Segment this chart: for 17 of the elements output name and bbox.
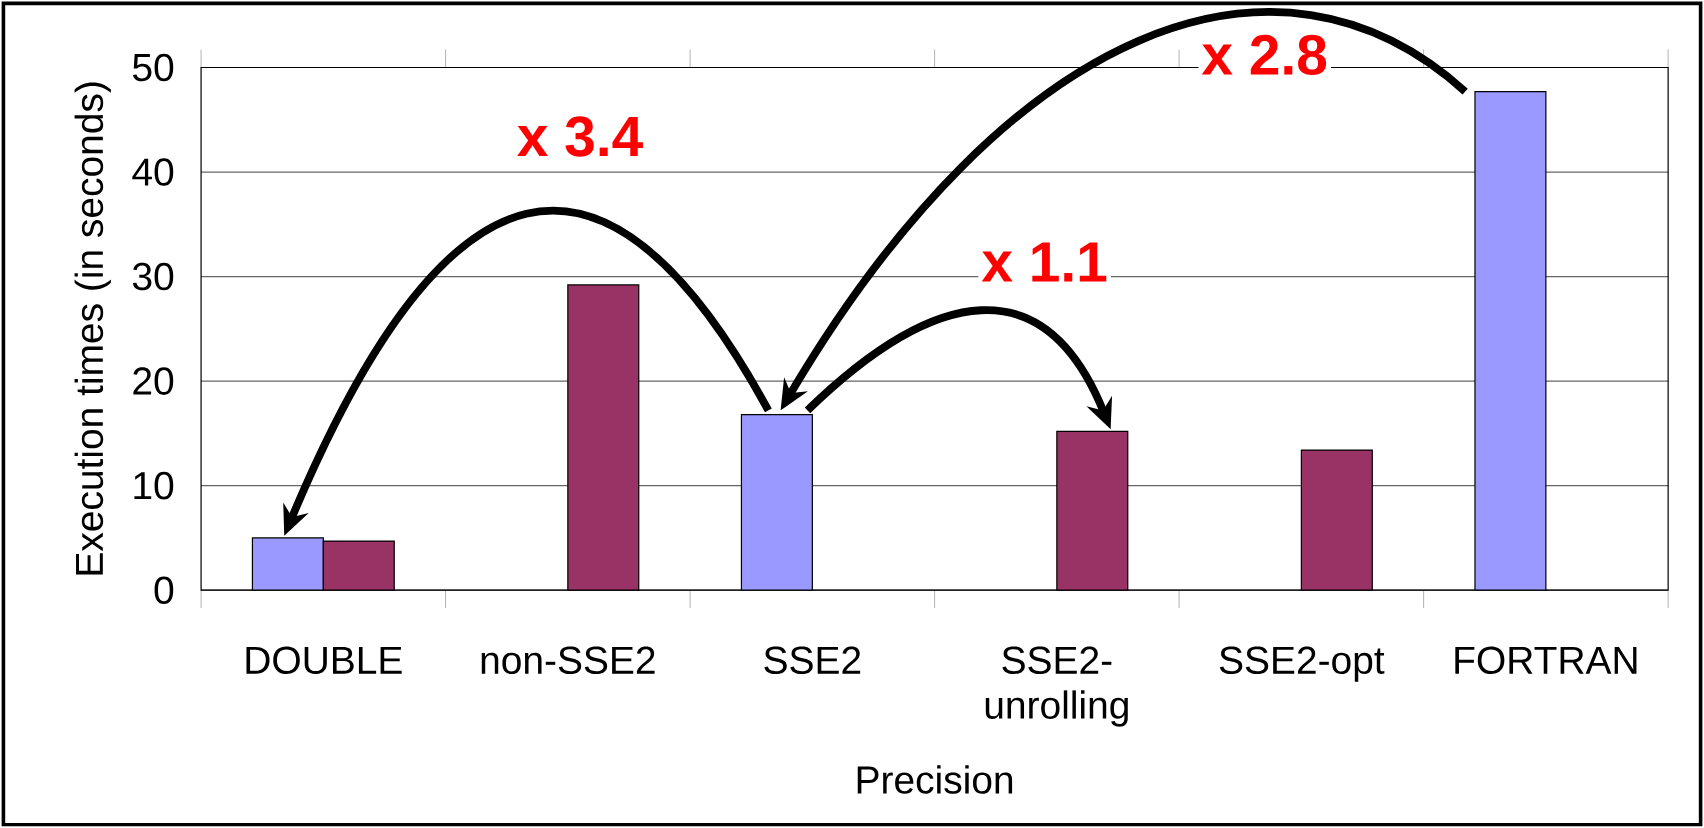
x-tick-label: SSE2-opt (1219, 646, 1385, 682)
annotation: x 3.4 (517, 116, 643, 157)
y-tick-label: 0 (154, 576, 174, 604)
y-tick-label: 30 (132, 262, 174, 291)
y-tick-label: 40 (132, 158, 174, 186)
x-tick-label: DOUBLE (246, 646, 402, 674)
annotation: x 2.8 (1201, 34, 1327, 76)
x-tick-label: FORTRAN (1455, 646, 1637, 674)
y-tick-label: 50 (132, 53, 174, 82)
y-tick-label: 10 (134, 471, 174, 500)
x-axis-title: Precision (857, 765, 1013, 794)
y-tick-label: 20 (133, 367, 174, 395)
x-tick-label: SSE2-unrolling (985, 646, 1128, 727)
x-tick-label: non-SSE2 (481, 646, 655, 674)
x-tick-label: SSE2 (764, 646, 861, 674)
y-axis-title: Execution times (in seconds) (74, 82, 111, 575)
annotation: x 1.1 (981, 242, 1107, 282)
